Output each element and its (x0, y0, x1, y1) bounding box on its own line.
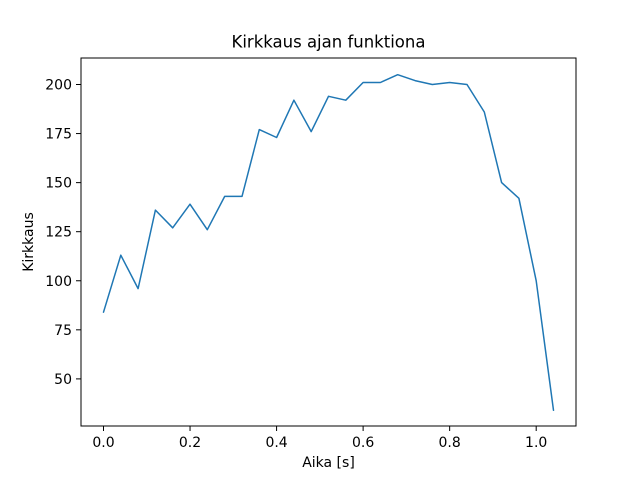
data-line (102, 73, 555, 412)
x-tick-label: 0.8 (439, 435, 461, 451)
x-tick-label: 1.0 (525, 435, 547, 451)
x-tick-label: 0.0 (92, 435, 114, 451)
axes-layer: 0.0 0.2 0.4 0.6 0.8 1.0 50 75 100 125 150 175 200 (45, 57, 577, 451)
y-tick-label: 125 (45, 225, 72, 241)
x-axis-label: Aika [s] (302, 455, 355, 471)
x-tick-label: 0.6 (352, 435, 374, 451)
y-tick-label: 75 (54, 323, 72, 339)
axes-frame (80, 57, 577, 427)
x-tick-label: 0.4 (265, 435, 287, 451)
y-tick-label: 200 (45, 77, 72, 93)
chart-title: Kirkkaus ajan funktiona (232, 33, 426, 52)
y-axis-label: Kirkkaus (21, 212, 37, 272)
y-tick-label: 100 (45, 274, 72, 290)
x-tick-label: 0.2 (179, 435, 201, 451)
y-tick-label: 175 (45, 127, 72, 143)
y-tick-label: 150 (45, 176, 72, 192)
y-tick-label: 50 (54, 372, 72, 388)
